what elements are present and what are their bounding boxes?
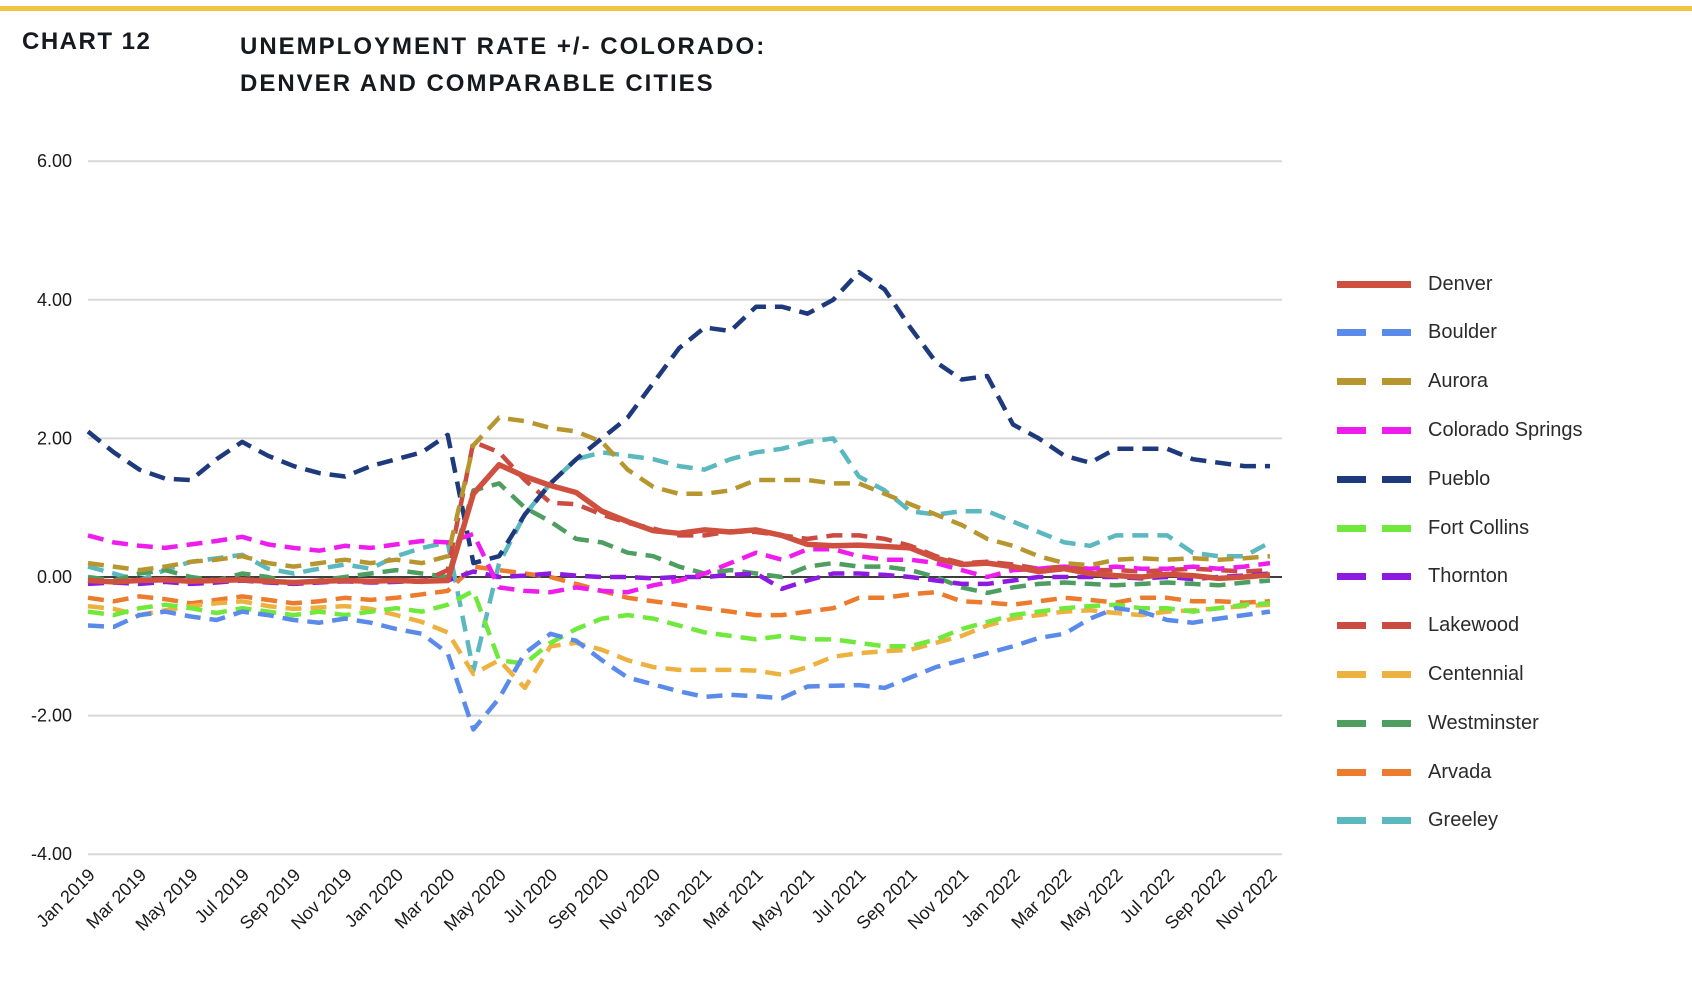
series-line-centennial (87, 599, 1271, 691)
swatch-segment (1382, 670, 1411, 678)
legend-item-arvada: Arvada (1337, 757, 1491, 787)
legend-label: Greeley (1428, 809, 1499, 832)
legend-swatch-dashed (1337, 817, 1411, 825)
legend-item-boulder: Boulder (1337, 318, 1497, 348)
swatch-segment (1337, 426, 1366, 434)
swatch-segment (1382, 329, 1411, 337)
legend-label: Aurora (1428, 370, 1489, 393)
y-axis-label: -2.00 (31, 706, 72, 726)
swatch-segment (1337, 817, 1366, 825)
legend-swatch-solid (1337, 280, 1411, 288)
legend-label: Colorado Springs (1428, 418, 1583, 441)
legend-label: Centennial (1428, 662, 1524, 685)
legend-item-fort-collins: Fort Collins (1337, 513, 1529, 543)
swatch-segment (1337, 378, 1366, 386)
swatch-segment (1337, 622, 1366, 630)
swatch-segment (1382, 426, 1411, 434)
series-line-aurora (87, 415, 1271, 573)
legend-swatch-dashed (1337, 524, 1411, 532)
legend-swatch-dashed (1337, 378, 1411, 386)
legend-label: Denver (1428, 272, 1493, 295)
legend-label: Arvada (1428, 760, 1492, 783)
legend-item-pueblo: Pueblo (1337, 464, 1490, 494)
legend-swatch-dashed (1337, 329, 1411, 337)
swatch-segment (1337, 280, 1411, 288)
legend-item-centennial: Centennial (1337, 659, 1524, 689)
chart-title-line2: DENVER AND COMPARABLE CITIES (240, 70, 715, 97)
legend-label: Pueblo (1428, 467, 1491, 490)
y-axis-label: 6.00 (37, 151, 72, 171)
series-line-boulder (87, 605, 1271, 732)
legend-item-greeley: Greeley (1337, 806, 1498, 836)
legend-item-lakewood: Lakewood (1337, 611, 1519, 641)
swatch-segment (1382, 378, 1411, 386)
legend-item-westminster: Westminster (1337, 708, 1539, 738)
top-accent-bar (0, 6, 1692, 11)
swatch-segment (1382, 768, 1411, 776)
legend-swatch-dashed (1337, 719, 1411, 727)
legend-label: Fort Collins (1428, 516, 1530, 539)
legend-label: Lakewood (1428, 614, 1520, 637)
legend-swatch-dashed (1337, 768, 1411, 776)
swatch-segment (1337, 524, 1366, 532)
legend-label: Thornton (1428, 565, 1509, 588)
swatch-segment (1337, 329, 1366, 337)
swatch-segment (1337, 768, 1366, 776)
y-axis-label: 4.00 (37, 290, 72, 310)
legend-label: Boulder (1428, 321, 1497, 344)
y-axis-label: 0.00 (37, 567, 72, 587)
legend-swatch-dashed (1337, 426, 1411, 434)
swatch-segment (1382, 524, 1411, 532)
swatch-segment (1382, 573, 1411, 581)
legend-label: Westminster (1428, 711, 1539, 734)
legend-swatch-dashed (1337, 573, 1411, 581)
chart-number-label: CHART 12 (22, 28, 152, 55)
swatch-segment (1382, 817, 1411, 825)
swatch-segment (1337, 573, 1366, 581)
series-line-greeley (87, 436, 1272, 673)
legend-swatch-dashed (1337, 475, 1411, 483)
series-line-denver (87, 461, 1271, 586)
y-axis-label: 2.00 (37, 428, 72, 448)
legend-swatch-dashed (1337, 670, 1411, 678)
chart-title-line1: UNEMPLOYMENT RATE +/- COLORADO: (240, 33, 767, 60)
legend-item-denver: Denver (1337, 269, 1492, 299)
series-line-arvada (87, 564, 1271, 618)
legend-swatch-dashed (1337, 622, 1411, 630)
chart-title: UNEMPLOYMENT RATE +/- COLORADO: DENVER A… (240, 28, 766, 102)
series-line-fort-collins (87, 588, 1271, 666)
swatch-segment (1382, 475, 1411, 483)
legend-item-aurora: Aurora (1337, 367, 1488, 397)
legend-item-thornton: Thornton (1337, 562, 1508, 592)
series-line-colorado-springs (87, 531, 1271, 595)
legend-item-colorado-springs: Colorado Springs (1337, 415, 1583, 445)
swatch-segment (1337, 719, 1366, 727)
series-line-pueblo (86, 269, 1270, 566)
swatch-segment (1382, 622, 1411, 630)
swatch-segment (1337, 475, 1366, 483)
swatch-segment (1337, 670, 1366, 678)
swatch-segment (1382, 719, 1411, 727)
y-axis-label: -4.00 (31, 844, 72, 864)
